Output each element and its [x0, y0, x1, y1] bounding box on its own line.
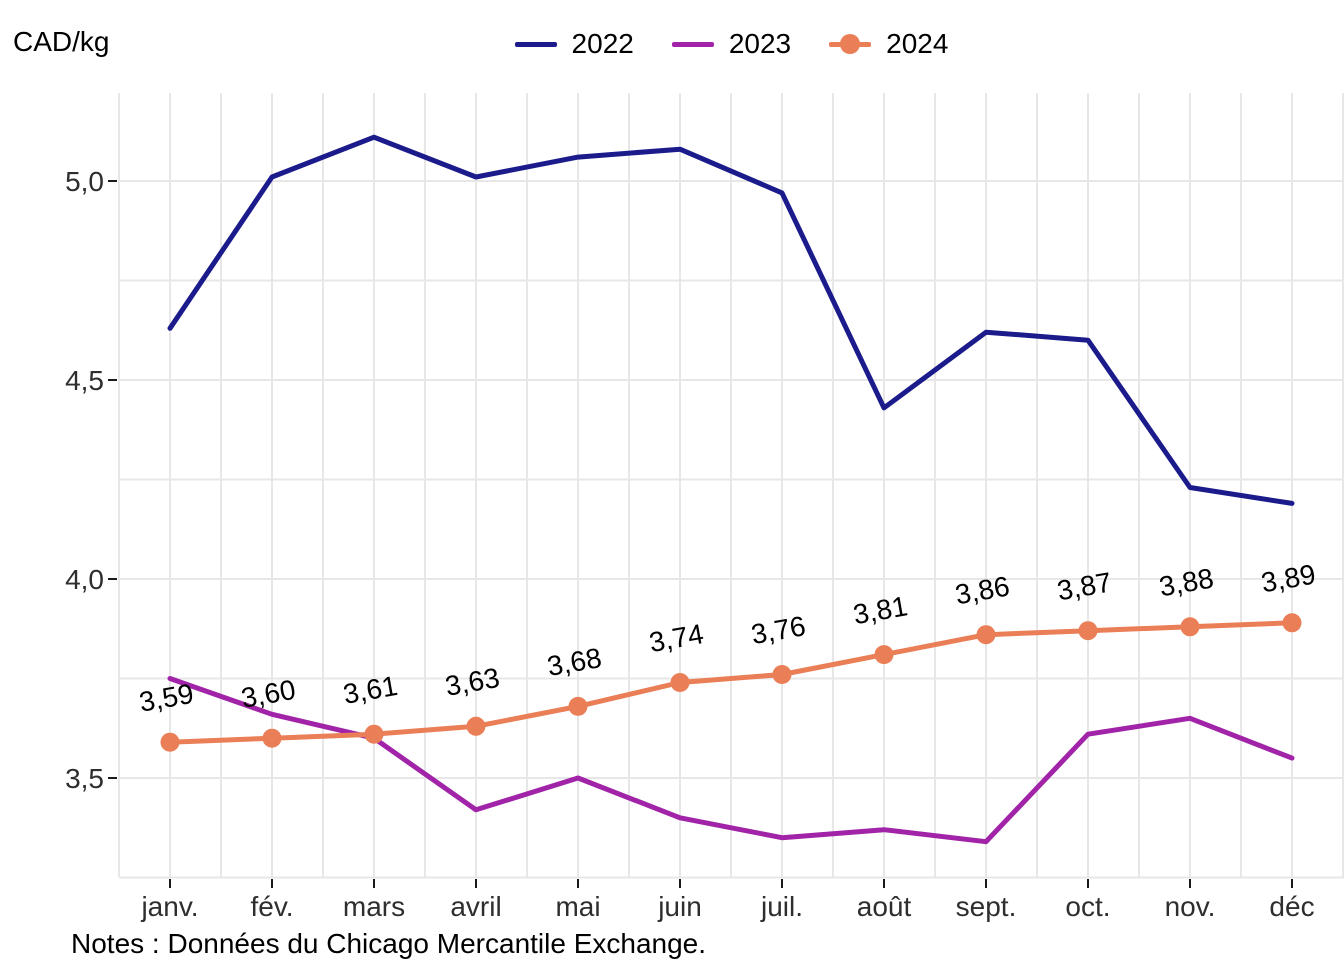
data-label-2024: 3,63 [443, 662, 502, 702]
x-axis-label: juin [657, 891, 702, 922]
data-point-2024 [670, 673, 690, 692]
data-label-2024: 3,59 [137, 678, 196, 718]
x-axis-label: avril [450, 891, 501, 922]
data-label-2024: 3,86 [953, 570, 1012, 610]
legend-label-2023: 2023 [728, 28, 792, 59]
x-axis-label: fév. [250, 891, 293, 922]
legend-item-2022: 2022 [514, 28, 634, 59]
series-line-2022 [167, 134, 1295, 506]
x-axis-label: janv. [140, 891, 198, 922]
legend-line-swatch-2023 [671, 41, 714, 47]
data-label-2024: 3,89 [1259, 558, 1318, 598]
legend-point-marker-2024 [840, 34, 861, 54]
data-label-2024: 3,81 [851, 590, 910, 630]
legend-item-2024: 2024 [829, 30, 948, 58]
data-label-2024: 3,68 [545, 642, 604, 682]
data-point-2024 [772, 665, 792, 684]
x-axis-label: juil. [760, 891, 803, 922]
legend-item-2023: 2023 [671, 28, 792, 59]
y-axis-label: 4,0 [65, 564, 104, 595]
legend-label-2024: 2024 [886, 28, 949, 59]
legend-line-swatch-2022 [514, 41, 557, 47]
legend-line-swatch-2024 [829, 34, 872, 54]
data-label-2024: 3,74 [647, 618, 706, 658]
data-point-2024 [976, 625, 996, 645]
data-point-2024 [466, 716, 486, 736]
source-note: Notes : Données du Chicago Mercantile Ex… [71, 928, 707, 959]
x-axis-label: nov. [1165, 891, 1216, 922]
data-point-2024 [160, 732, 180, 752]
data-point-2024 [1078, 621, 1098, 641]
data-point-2024 [1282, 613, 1302, 633]
legend-label-2022: 2022 [571, 28, 634, 59]
data-point-2024 [364, 724, 384, 744]
legend: 2022 2023 2024 [119, 24, 1344, 64]
data-label-2024: 3,76 [749, 610, 808, 650]
data-label-2024: 3,61 [341, 670, 400, 710]
data-point-2024 [262, 728, 282, 748]
y-axis-label: 4,5 [65, 365, 104, 396]
y-axis-label: 3,5 [65, 763, 104, 794]
x-axis-label: oct. [1065, 891, 1110, 922]
x-axis-label: sept. [956, 891, 1017, 922]
series-line-2024 [167, 620, 1295, 745]
data-point-2024 [1180, 617, 1200, 637]
y-axis-unit-title: CAD/kg [13, 26, 110, 57]
y-axis-label: 5,0 [65, 166, 104, 197]
data-point-2024 [568, 696, 588, 716]
data-label-2024: 3,60 [239, 674, 298, 714]
data-label-2024: 3,88 [1157, 562, 1216, 602]
x-axis-label: mai [555, 891, 600, 922]
x-axis-label: déc [1269, 891, 1314, 922]
x-axis-label: août [857, 891, 912, 922]
data-point-2024 [874, 645, 894, 665]
x-axis-label: mars [343, 891, 405, 922]
data-label-2024: 3,87 [1055, 566, 1114, 606]
